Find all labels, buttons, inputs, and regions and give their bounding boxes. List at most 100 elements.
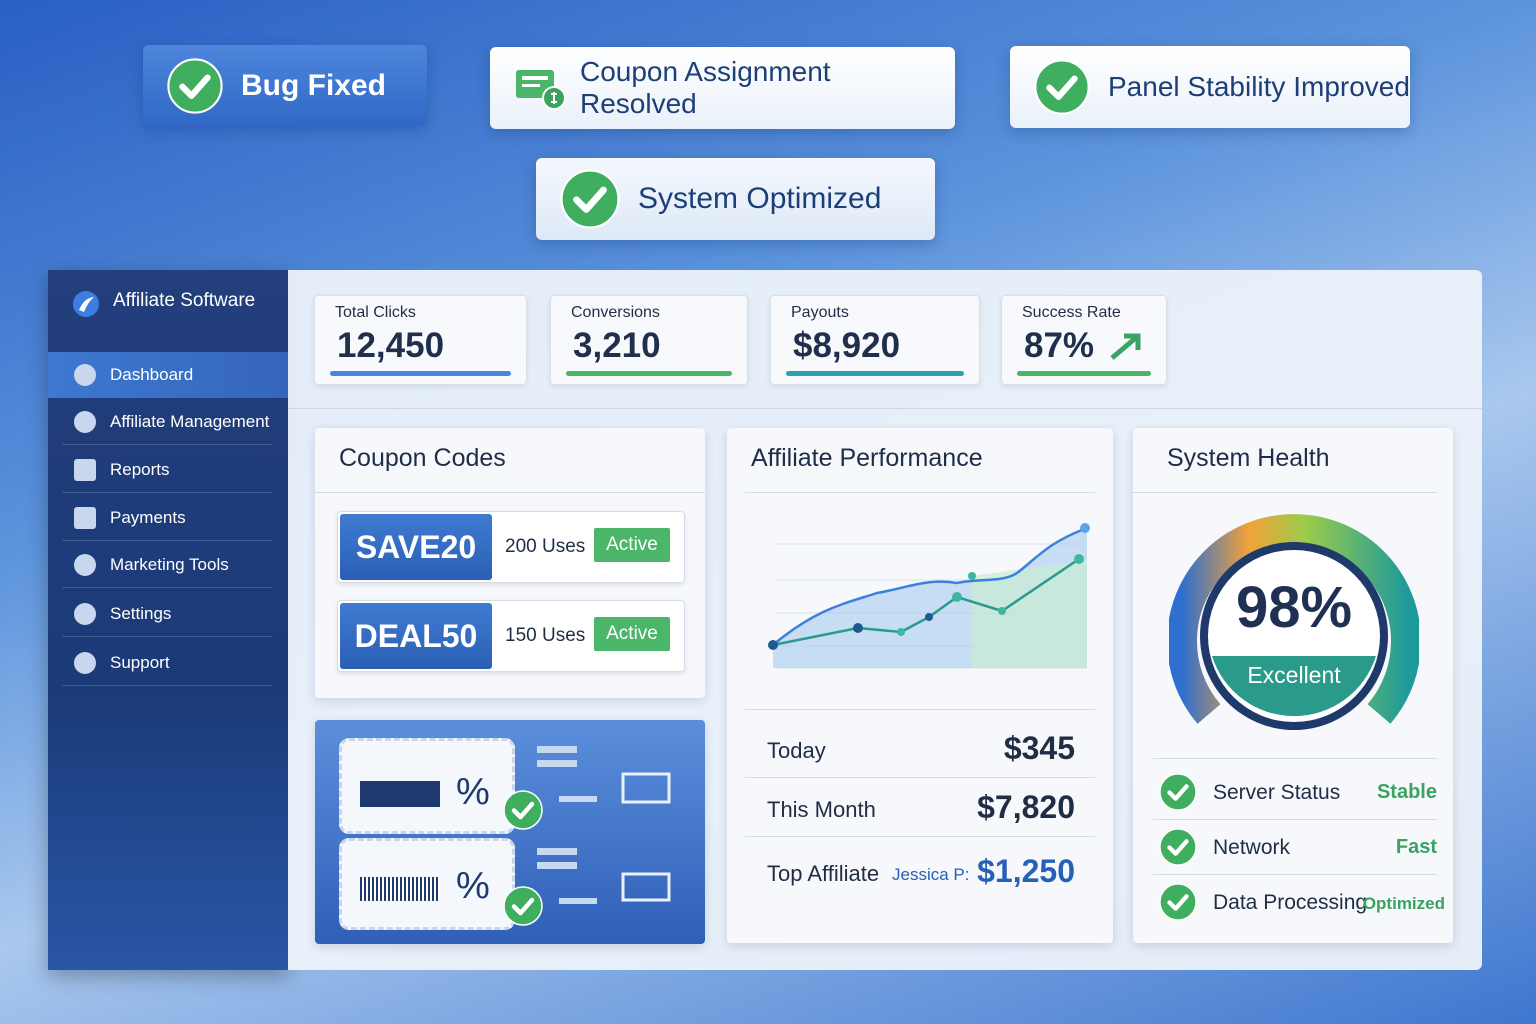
badge-label: Bug Fixed [241,68,387,102]
stat-value: $8,920 [793,326,901,365]
trend-arrow [1110,333,1141,360]
check-icon [167,57,223,114]
check-label: Data Processing [1213,891,1368,914]
check-glyph [503,886,543,926]
nav-item[interactable]: Reports [62,447,272,493]
nav-label[interactable]: Affiliate Management [110,411,270,431]
check-status: Fast [1395,836,1437,858]
check-icon [1159,883,1197,921]
check-icon [503,790,543,830]
promo-decor [537,746,671,904]
stat-card: Success Rate 87% [1001,295,1167,385]
badge-label: Coupon Assignment Resolved [579,56,831,119]
badge: Panel Stability Improved [1010,46,1410,128]
stat-value: 12,450 [337,326,445,365]
check-glyph [560,169,620,229]
row-value: $1,250 [977,853,1075,889]
performance-row: Top Affiliate Jessica P: $1,250 [745,843,1095,901]
nav-item[interactable]: Payments [62,495,272,541]
nav-item[interactable]: Affiliate Management [62,399,272,445]
badge-label: System Optimized [638,182,882,215]
health-score: 98% [1235,575,1353,640]
top-affiliate-name: Jessica P: [892,865,970,884]
stat-label: Total Clicks [335,304,416,321]
nav-label[interactable]: Payments [110,507,186,527]
stat-card: Conversions 3,210 [550,295,748,385]
stat-card: Payouts $8,920 [770,295,980,385]
nav-label[interactable]: Reports [110,459,170,479]
check-label: Network [1213,836,1291,859]
promo-symbol: % [456,865,490,907]
coupon-code: DEAL50 [340,603,492,669]
nav-item[interactable]: Settings [62,591,272,637]
coupon-card: Coupon Codes SAVE20 200 Uses Active DEAL50… [315,428,705,698]
nav-item[interactable]: Marketing Tools [62,542,272,588]
status-pill: Active [594,617,670,651]
check-icon [1159,828,1197,866]
check-icon [560,169,620,229]
badge: System Optimized [536,158,935,240]
check-glyph [167,57,223,114]
coupon-icon [516,70,566,110]
nav-label[interactable]: Dashboard [110,365,194,384]
check-icon [1034,59,1090,115]
row-label: This Month [767,797,876,822]
nav-item[interactable]: Dashboard [48,352,288,398]
check-glyph [503,790,543,830]
stat-card: Total Clicks 12,450 [314,295,527,385]
check-icon [503,886,543,926]
coupon-row: DEAL50 150 Uses Active [337,600,685,672]
nav-label[interactable]: Settings [110,603,172,623]
check-status: Optimized [1362,894,1445,913]
stat-label: Success Rate [1022,304,1121,321]
badge-label: Panel Stability Improved [1108,71,1410,102]
logo [73,291,99,317]
check-glyph [1159,883,1197,921]
promo-coupon: % [339,738,515,834]
coupon-uses: 200 Uses [505,536,586,557]
status-pill: Active [594,528,670,562]
nav-item[interactable]: Support [62,640,272,686]
main-panel: Total Clicks 12,450 Conversions 3,210 Payo… [288,270,1482,970]
performance-row: Today $345 [745,720,1095,778]
row-label: Top Affiliate [767,861,880,886]
stat-value: 3,210 [573,326,661,365]
health-gauge [1169,514,1419,730]
row-value: $7,820 [977,789,1075,825]
performance-row: This Month $7,820 [745,779,1095,837]
row-label: Today [767,738,826,763]
check-glyph [1159,773,1197,811]
stat-label: Conversions [571,304,660,321]
performance-card: Affiliate Performance Today $345 This Mon… [727,428,1113,943]
check-icon [1159,773,1197,811]
badge: Coupon Assignment Resolved [490,47,955,129]
health-check: Data Processing Optimized [1153,875,1445,930]
check-status: Stable [1376,781,1437,803]
sidebar: Affiliate Software Dashboard Affiliate M… [48,270,288,970]
coupon-row: SAVE20 200 Uses Active [337,511,685,583]
promo-illustration: % % [315,720,705,944]
row-value: $345 [1003,730,1075,766]
check-glyph [1034,59,1090,115]
check-glyph [1159,828,1197,866]
badge: Bug Fixed [143,45,427,126]
health-check: Server Status Stable [1153,765,1437,820]
nav-label[interactable]: Marketing Tools [110,554,229,574]
check-label: Server Status [1213,781,1341,804]
stat-value: 87% [1024,326,1095,365]
performance-chart-illustration [768,523,1090,669]
card-title: Affiliate Performance [751,444,983,472]
stat-label: Payouts [791,304,849,321]
coupon-uses: 150 Uses [505,625,586,646]
promo-symbol: % [456,771,490,813]
health-rating: Excellent [1247,662,1341,688]
promo-coupon: % [339,838,515,930]
health-check: Network Fast [1153,820,1437,875]
app-title: Affiliate Software [113,290,256,311]
card-title: Coupon Codes [339,444,506,472]
coupon-code: SAVE20 [340,514,492,580]
card-title: System Health [1167,444,1330,472]
nav-label[interactable]: Support [110,652,170,672]
health-card: System Health 98% Excellent Server Statu… [1133,428,1453,943]
